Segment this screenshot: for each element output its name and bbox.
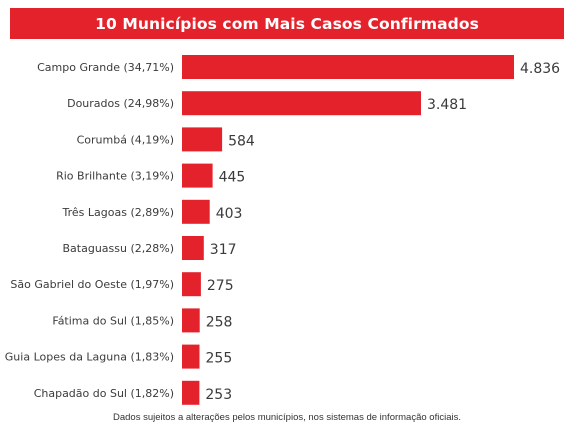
bar bbox=[182, 236, 204, 260]
category-label: Três Lagoas (2,89%) bbox=[62, 206, 174, 219]
bar bbox=[182, 199, 210, 224]
value-labels-group: 4.836 3.481 584 445 403 317 275 258 255 253 bbox=[205, 61, 560, 403]
bars-group bbox=[182, 55, 514, 405]
bar bbox=[182, 380, 200, 405]
category-label: Campo Grande (34,71%) bbox=[37, 61, 174, 74]
bar bbox=[182, 91, 421, 116]
value-label: 253 bbox=[205, 387, 232, 403]
bar bbox=[182, 344, 200, 369]
value-label: 258 bbox=[206, 314, 233, 330]
category-label: Corumbá (4,19%) bbox=[77, 133, 174, 146]
bar bbox=[182, 55, 514, 79]
bar bbox=[182, 308, 200, 333]
value-label: 445 bbox=[219, 170, 246, 186]
bar bbox=[182, 127, 223, 152]
value-label: 275 bbox=[207, 278, 234, 294]
value-label: 3.481 bbox=[427, 97, 467, 113]
category-label: Guia Lopes da Laguna (1,83%) bbox=[5, 351, 174, 364]
value-label: 4.836 bbox=[520, 61, 560, 77]
category-label: Fátima do Sul (1,85%) bbox=[52, 314, 174, 327]
footnote: Dados sujeitos a alterações pelos municí… bbox=[113, 412, 461, 423]
category-label: Dourados (24,98%) bbox=[67, 97, 174, 110]
value-label: 584 bbox=[228, 133, 255, 149]
category-labels-group: Campo Grande (34,71%) Dourados (24,98%) Co… bbox=[5, 61, 174, 400]
chart-title: 10 Municípios com Mais Casos Confirmados bbox=[10, 8, 564, 39]
value-label: 317 bbox=[210, 242, 237, 258]
value-label: 255 bbox=[206, 351, 233, 367]
category-label: São Gabriel do Oeste (1,97%) bbox=[10, 278, 174, 291]
category-label: Chapadão do Sul (1,82%) bbox=[34, 387, 174, 400]
bar bbox=[182, 163, 213, 188]
category-label: Bataguassu (2,28%) bbox=[63, 242, 175, 255]
category-label: Rio Brilhante (3,19%) bbox=[56, 170, 174, 183]
value-label: 403 bbox=[216, 206, 243, 222]
bar bbox=[182, 272, 201, 297]
